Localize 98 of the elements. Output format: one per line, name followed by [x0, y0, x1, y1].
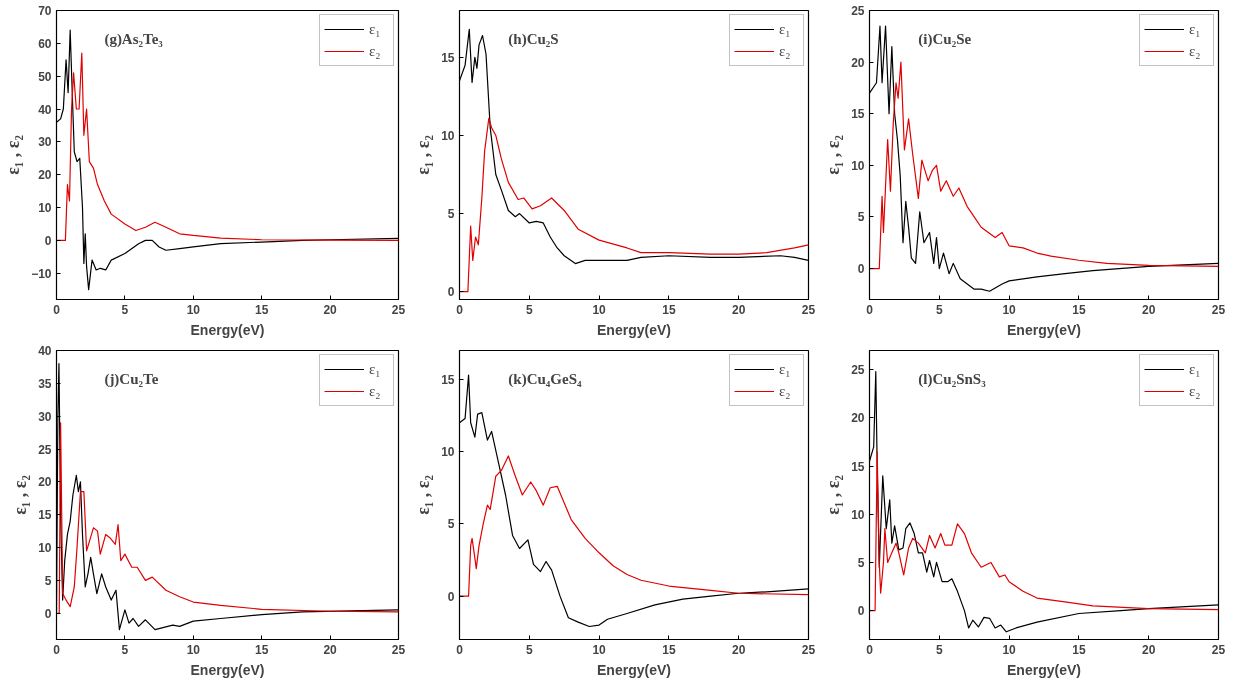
x-tick-label: 10	[186, 642, 201, 657]
y-axis-title: ε₁ , ε₂	[823, 135, 844, 175]
x-tick-label: 5	[525, 302, 533, 317]
y-axis-title: ε₁ , ε₂	[3, 135, 24, 175]
y-tick-label: 0	[857, 604, 865, 619]
x-axis-title: Energy(eV)	[597, 661, 671, 678]
y-tick-label: 15	[851, 107, 865, 122]
y-tick-label: 15	[441, 372, 455, 387]
x-tick-label: 25	[391, 642, 406, 657]
y-tick-label: 10	[38, 541, 52, 556]
annotation: (k)Cu₄GeS₄	[508, 371, 583, 389]
x-tick-label: 5	[121, 302, 129, 317]
y-tick-label: 20	[851, 55, 865, 70]
y-tick-label: 30	[38, 409, 52, 424]
y-axis-title: ε₁ , ε₂	[413, 135, 434, 175]
x-tick-label: 15	[255, 642, 269, 657]
y-tick-label: 10	[441, 128, 455, 143]
x-tick-label: 20	[323, 302, 338, 317]
y-tick-label: 5	[857, 555, 865, 570]
y-tick-label: 25	[38, 442, 52, 457]
y-tick-label: −10	[31, 266, 52, 281]
x-tick-label: 15	[255, 302, 269, 317]
y-tick-label: 0	[447, 285, 455, 300]
x-tick-label: 5	[121, 642, 129, 657]
legend-label: ε₂	[1189, 382, 1202, 400]
x-tick-label: 10	[1002, 642, 1017, 657]
y-tick-label: 10	[851, 158, 865, 173]
legend-label: ε₂	[779, 382, 792, 400]
x-axis-title: Energy(eV)	[1007, 321, 1081, 338]
legend-label: ε₁	[779, 360, 792, 378]
x-tick-label: 20	[323, 642, 338, 657]
x-tick-label: 20	[1142, 302, 1156, 317]
annotation: (i)Cu₂Se	[918, 31, 972, 49]
x-tick-label: 20	[732, 642, 746, 657]
y-tick-label: 40	[38, 102, 52, 117]
y-tick-label: 50	[38, 69, 52, 84]
x-axis-title: Energy(eV)	[597, 321, 671, 338]
y-tick-label: 70	[38, 4, 52, 18]
y-tick-label: 5	[447, 207, 455, 222]
legend-label: ε₂	[779, 42, 792, 60]
y-tick-label: 0	[447, 589, 455, 604]
x-tick-label: 25	[801, 642, 816, 657]
legend-label: ε₁	[369, 20, 382, 38]
y-tick-label: 0	[857, 262, 865, 277]
y-tick-label: 10	[441, 445, 455, 460]
x-tick-label: 25	[1211, 302, 1226, 317]
legend-label: ε₂	[369, 382, 382, 400]
x-tick-label: 15	[662, 642, 676, 657]
y-tick-label: 20	[38, 475, 52, 490]
x-axis-title: Energy(eV)	[190, 321, 265, 338]
legend-label: ε₁	[779, 20, 792, 38]
y-tick-label: 40	[38, 344, 52, 358]
y-tick-label: 5	[857, 210, 865, 225]
y-tick-label: 5	[447, 517, 455, 532]
y-tick-label: 10	[851, 507, 865, 522]
y-tick-label: 0	[44, 233, 52, 248]
x-tick-label: 20	[1142, 642, 1156, 657]
y-axis-title: ε₁ , ε₂	[10, 475, 31, 515]
y-tick-label: 10	[38, 201, 52, 216]
x-tick-label: 25	[1211, 642, 1226, 657]
x-tick-label: 25	[801, 302, 816, 317]
legend-label: ε₂	[369, 42, 382, 60]
y-tick-label: 15	[851, 459, 865, 474]
annotation: (g)As₂Te₃	[104, 31, 164, 49]
y-tick-label: 30	[38, 135, 52, 150]
x-tick-label: 5	[525, 642, 533, 657]
y-axis-title: ε₁ , ε₂	[413, 475, 434, 515]
x-tick-label: 15	[1072, 302, 1086, 317]
x-tick-label: 10	[1002, 302, 1017, 317]
legend-label: ε₁	[369, 360, 382, 378]
y-axis-title: ε₁ , ε₂	[823, 475, 844, 515]
x-tick-label: 5	[935, 642, 943, 657]
legend-label: ε₂	[1189, 42, 1202, 60]
y-tick-label: 0	[44, 606, 52, 621]
y-tick-label: 25	[851, 363, 865, 378]
y-tick-label: 20	[38, 168, 52, 183]
x-tick-label: 15	[662, 302, 676, 317]
y-tick-label: 35	[38, 376, 52, 391]
x-tick-label: 10	[186, 302, 201, 317]
x-axis-title: Energy(eV)	[1007, 661, 1081, 678]
y-tick-label: 5	[44, 573, 52, 588]
x-tick-label: 15	[1072, 642, 1086, 657]
annotation: (j)Cu₂Te	[104, 371, 159, 389]
legend-label: ε₁	[1189, 20, 1202, 38]
y-tick-label: 20	[851, 411, 865, 426]
annotation: (h)Cu₂S	[508, 31, 559, 49]
annotation: (l)Cu₂SnS₃	[918, 371, 987, 389]
x-tick-label: 20	[732, 302, 746, 317]
y-tick-label: 15	[441, 50, 455, 65]
x-axis-title: Energy(eV)	[190, 661, 265, 678]
x-tick-label: 25	[391, 302, 406, 317]
x-tick-label: 10	[592, 302, 607, 317]
x-tick-label: 10	[592, 642, 607, 657]
y-tick-label: 15	[38, 508, 52, 523]
x-tick-label: 5	[935, 302, 943, 317]
y-tick-label: 60	[38, 36, 52, 51]
y-tick-label: 25	[851, 4, 865, 18]
legend-label: ε₁	[1189, 360, 1202, 378]
